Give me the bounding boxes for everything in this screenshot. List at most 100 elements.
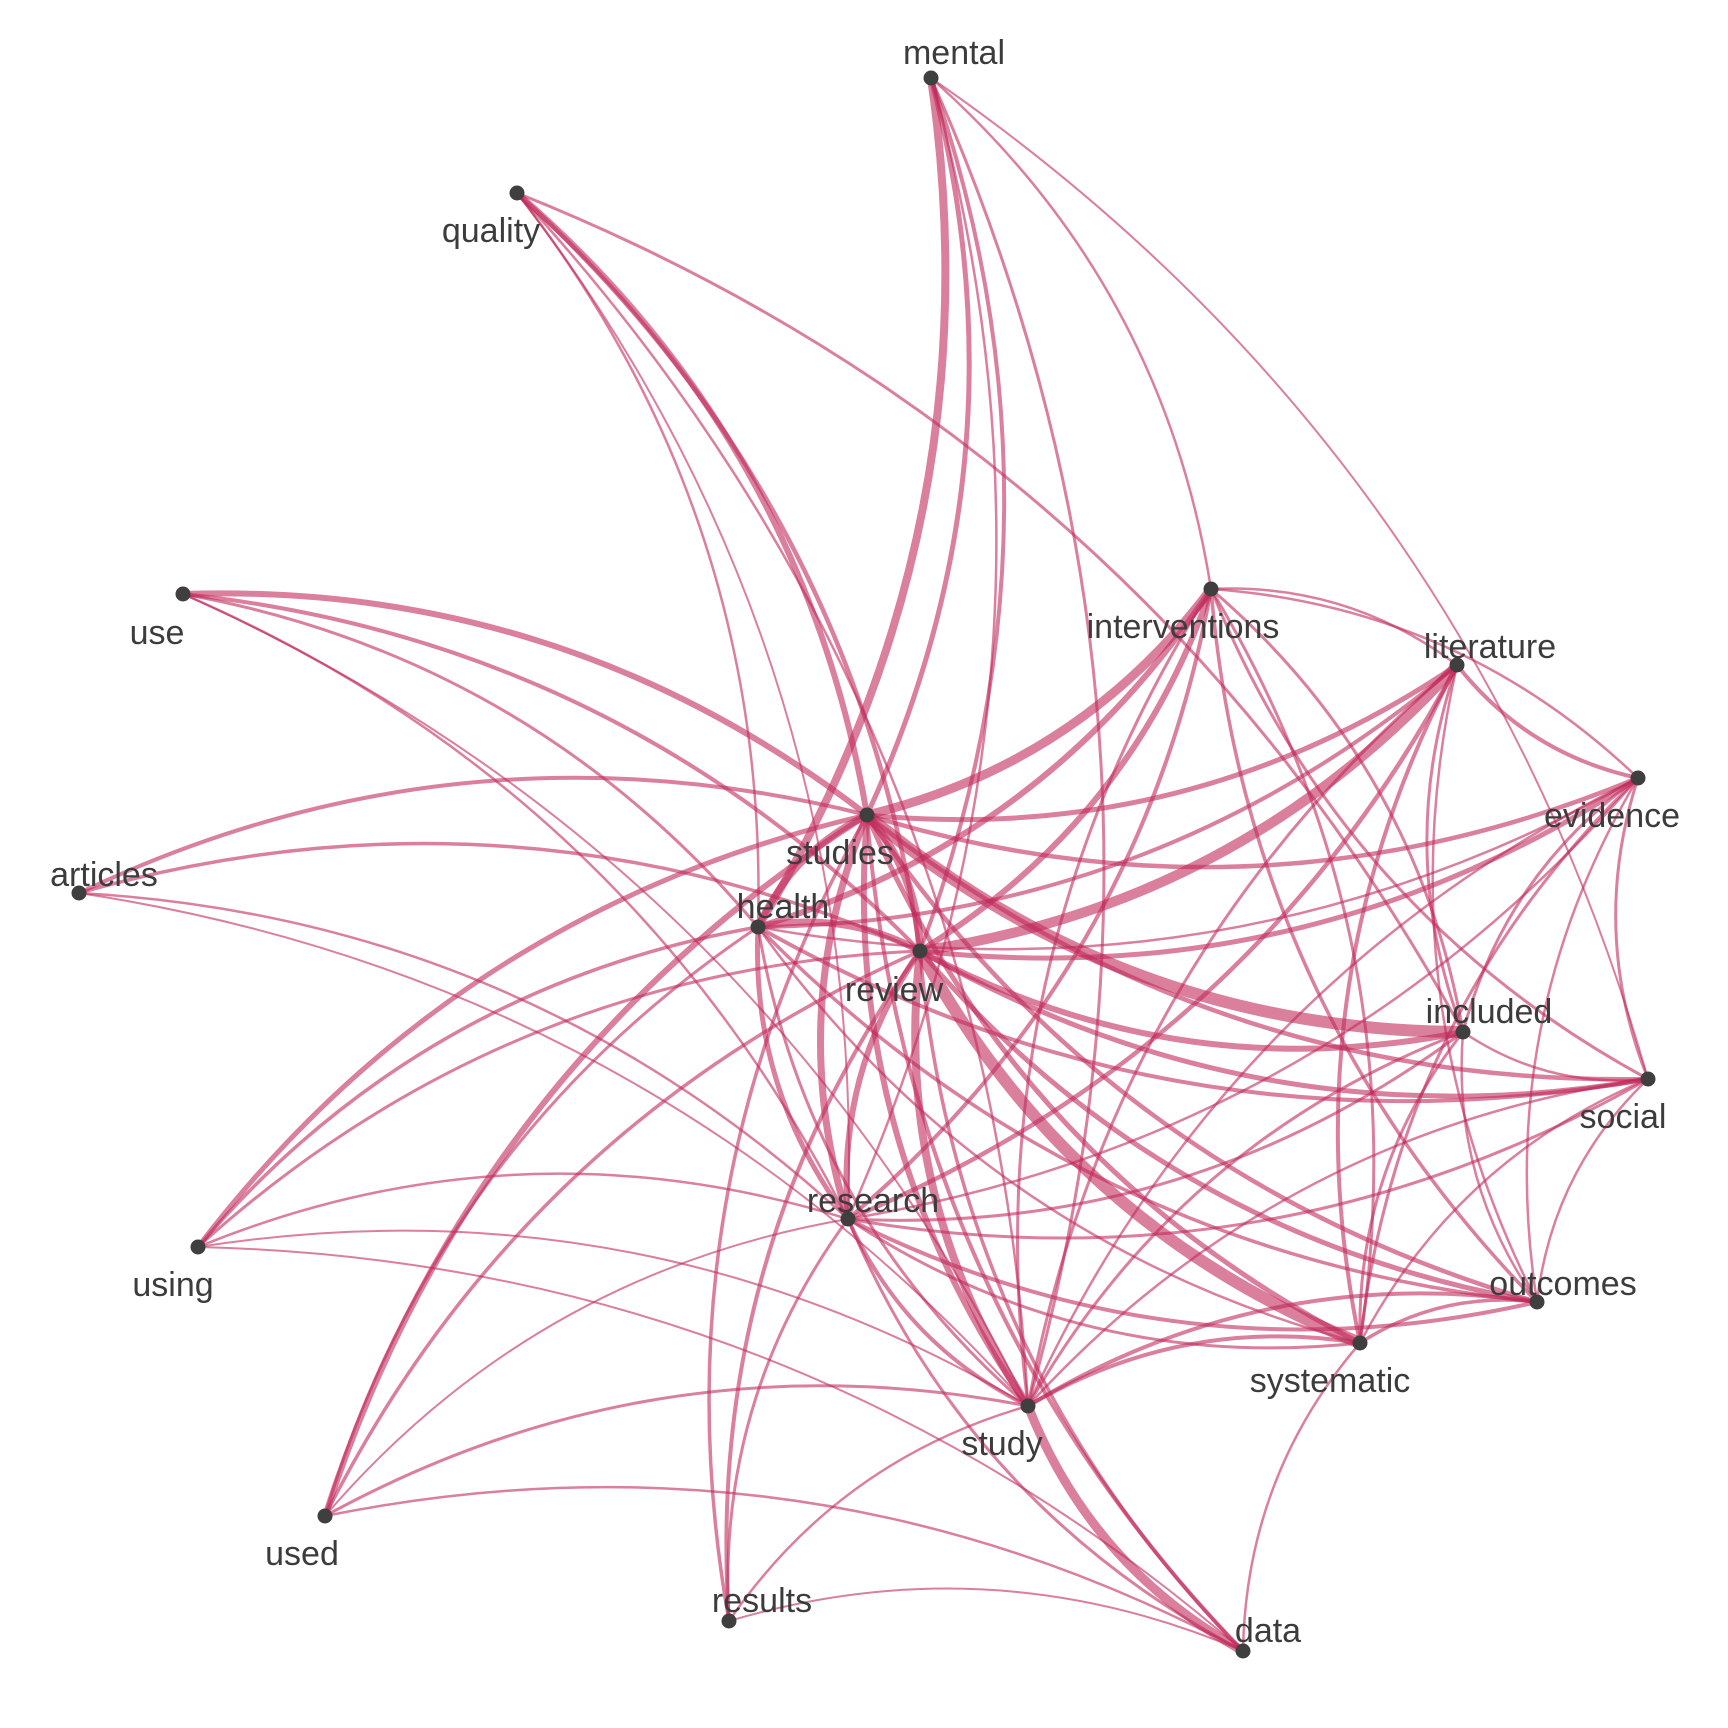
node-label-literature: literature xyxy=(1424,628,1556,666)
edge-evidence-literature xyxy=(1455,663,1640,780)
node-social[interactable] xyxy=(1640,1071,1656,1087)
edge-interventions-evidence xyxy=(1209,587,1640,780)
node-label-included: included xyxy=(1426,993,1553,1031)
node-review[interactable] xyxy=(912,943,928,959)
node-label-outcomes: outcomes xyxy=(1489,1265,1636,1303)
edge-included-evidence xyxy=(1461,776,1640,1034)
node-studies[interactable] xyxy=(859,807,875,823)
node-literature[interactable] xyxy=(1449,657,1465,673)
edge-articles-study xyxy=(78,892,1029,1407)
edge-evidence-studies xyxy=(864,775,1641,870)
edge-using-health xyxy=(196,925,760,1249)
edge-using-studies xyxy=(195,812,870,1250)
node-label-using: using xyxy=(132,1266,213,1304)
node-label-use: use xyxy=(130,614,185,652)
node-articles[interactable] xyxy=(71,885,87,901)
edge-results-study xyxy=(727,1404,1030,1623)
edge-study-studies xyxy=(860,812,1031,1409)
edge-research-studies xyxy=(817,811,871,1223)
node-label-results: results xyxy=(712,1582,812,1620)
edge-results-review xyxy=(724,949,922,1623)
edge-articles-review xyxy=(77,841,922,953)
edge-articles-research xyxy=(77,891,850,1221)
edge-social-evidence xyxy=(1614,776,1650,1081)
edge-use-studies xyxy=(180,590,870,818)
edge-using-review xyxy=(196,949,922,1249)
edge-mental-health xyxy=(754,74,950,931)
edge-mental-studies xyxy=(864,75,972,818)
edge-systematic-health xyxy=(756,925,1362,1345)
edge-use-health xyxy=(181,592,760,929)
edge-health-studies xyxy=(754,811,871,931)
node-use[interactable] xyxy=(175,586,191,602)
node-label-articles: articles xyxy=(50,856,158,894)
edge-results-research xyxy=(726,1217,850,1623)
edge-included-research xyxy=(846,1030,1465,1222)
edge-articles-studies xyxy=(77,775,869,895)
edge-used-research xyxy=(324,1218,849,1517)
node-results[interactable] xyxy=(721,1613,737,1629)
node-data[interactable] xyxy=(1235,1643,1251,1659)
edge-outcomes-interventions xyxy=(1209,587,1539,1304)
node-label-social: social xyxy=(1580,1098,1667,1136)
edge-social-health xyxy=(756,925,1650,1104)
node-label-review: review xyxy=(845,971,944,1009)
edge-outcomes-evidence xyxy=(1525,776,1640,1304)
node-label-interventions: interventions xyxy=(1087,608,1280,646)
node-mental[interactable] xyxy=(923,70,939,86)
node-used[interactable] xyxy=(317,1508,333,1524)
edge-evidence-research xyxy=(846,776,1640,1221)
node-label-used: used xyxy=(265,1535,339,1573)
node-label-evidence: evidence xyxy=(1544,797,1680,835)
edge-used-data xyxy=(323,1485,1245,1653)
edge-literature-studies xyxy=(864,662,1460,823)
labels-layer: mental quality use articles using used results… xyxy=(50,34,1680,1650)
edge-data-study xyxy=(1023,1401,1248,1656)
edge-systematic-research xyxy=(846,1217,1362,1350)
edge-interventions-review xyxy=(917,586,1214,954)
edge-outcomes-research xyxy=(846,1217,1539,1332)
edge-social-studies xyxy=(864,812,1651,1082)
edge-study-included xyxy=(1026,1030,1465,1408)
edge-data-review xyxy=(918,949,1245,1653)
node-label-research: research xyxy=(807,1182,939,1220)
node-label-data: data xyxy=(1235,1612,1301,1650)
node-research[interactable] xyxy=(840,1211,856,1227)
edge-study-social xyxy=(1026,1077,1650,1408)
edge-quality-research xyxy=(516,192,850,1220)
edge-evidence-health xyxy=(756,776,1640,951)
edge-research-review xyxy=(843,948,923,1222)
edge-mental-social xyxy=(930,77,1649,1080)
edge-results-data xyxy=(728,1587,1244,1652)
node-interventions[interactable] xyxy=(1203,581,1219,597)
edge-outcomes-studies xyxy=(864,812,1540,1305)
edge-used-review xyxy=(323,949,922,1518)
node-included[interactable] xyxy=(1455,1024,1471,1040)
edge-quality-study xyxy=(515,191,1030,1408)
edge-research-health xyxy=(754,924,851,1222)
edge-mental-interventions xyxy=(929,76,1213,591)
node-outcomes[interactable] xyxy=(1529,1294,1545,1310)
node-systematic[interactable] xyxy=(1352,1335,1368,1351)
node-evidence[interactable] xyxy=(1630,770,1646,786)
edge-outcomes-review xyxy=(917,948,1540,1305)
node-label-systematic: systematic xyxy=(1250,1362,1411,1400)
node-study[interactable] xyxy=(1020,1398,1036,1414)
edge-evidence-review xyxy=(917,775,1641,961)
edge-use-review xyxy=(181,592,922,953)
edge-using-study xyxy=(197,1229,1029,1407)
node-quality[interactable] xyxy=(509,185,525,201)
edge-used-study xyxy=(323,1384,1030,1518)
nodes-layer xyxy=(71,70,1656,1659)
node-label-studies: studies xyxy=(786,834,894,872)
node-using[interactable] xyxy=(190,1239,206,1255)
edge-literature-review xyxy=(915,660,1462,956)
node-health[interactable] xyxy=(750,919,766,935)
edge-outcomes-health xyxy=(756,925,1539,1304)
edge-data-research xyxy=(846,1217,1245,1653)
node-label-study: study xyxy=(961,1425,1042,1463)
edge-used-studies xyxy=(322,812,870,1519)
edge-outcomes-social xyxy=(1535,1077,1650,1304)
